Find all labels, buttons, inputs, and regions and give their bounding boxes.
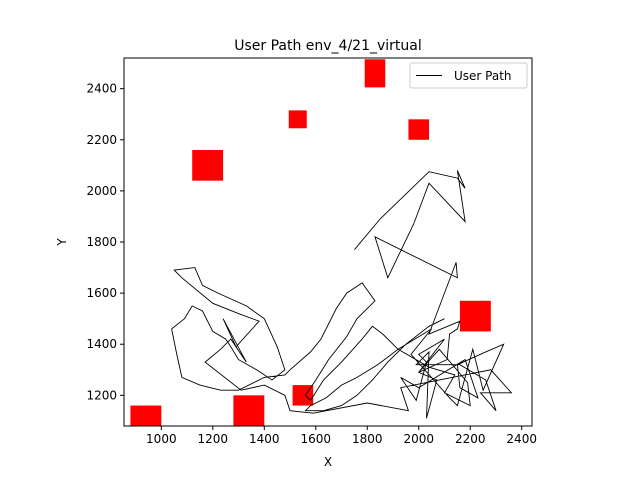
obstacle-5 <box>459 300 491 332</box>
plot-area <box>123 57 533 427</box>
x-tick-label: 1200 <box>198 432 229 446</box>
obstacle-6 <box>292 385 314 406</box>
x-tick-label: 2400 <box>506 432 537 446</box>
y-tick-label: 1800 <box>86 235 117 249</box>
y-tick-label: 1400 <box>86 337 117 351</box>
x-axis: 1000 1200 1400 1600 1800 2000 2200 2400 <box>146 426 537 446</box>
y-tick-label: 2000 <box>86 184 117 198</box>
y-tick-label: 2400 <box>86 82 117 96</box>
x-tick-label: 2200 <box>455 432 486 446</box>
obstacle-8 <box>233 395 265 426</box>
x-tick-label: 1600 <box>300 432 331 446</box>
y-tick-label: 1600 <box>86 286 117 300</box>
obstacles-layer <box>130 59 491 426</box>
x-axis-label: X <box>324 455 332 469</box>
chart-title: User Path env_4/21_virtual <box>234 38 422 54</box>
x-tick-label: 1000 <box>146 432 177 446</box>
obstacle-1 <box>364 59 386 88</box>
obstacle-2 <box>288 110 307 129</box>
x-tick-label: 2000 <box>403 432 434 446</box>
y-tick-label: 2200 <box>86 133 117 147</box>
series-line-user-path <box>171 170 513 419</box>
y-axis-label: Y <box>55 238 69 247</box>
obstacle-7 <box>130 405 162 426</box>
x-tick-label: 1400 <box>249 432 280 446</box>
x-tick-label: 1800 <box>352 432 383 446</box>
legend-entry-user-path: User Path <box>454 69 512 83</box>
obstacle-3 <box>408 119 430 140</box>
legend-box <box>409 62 528 89</box>
y-axis: 1200 1400 1600 1800 2000 2200 2400 <box>86 82 124 402</box>
obstacle-4 <box>192 150 224 181</box>
y-tick-label: 1200 <box>86 388 117 402</box>
path-layer <box>171 170 513 419</box>
legend: User Path <box>409 62 528 89</box>
